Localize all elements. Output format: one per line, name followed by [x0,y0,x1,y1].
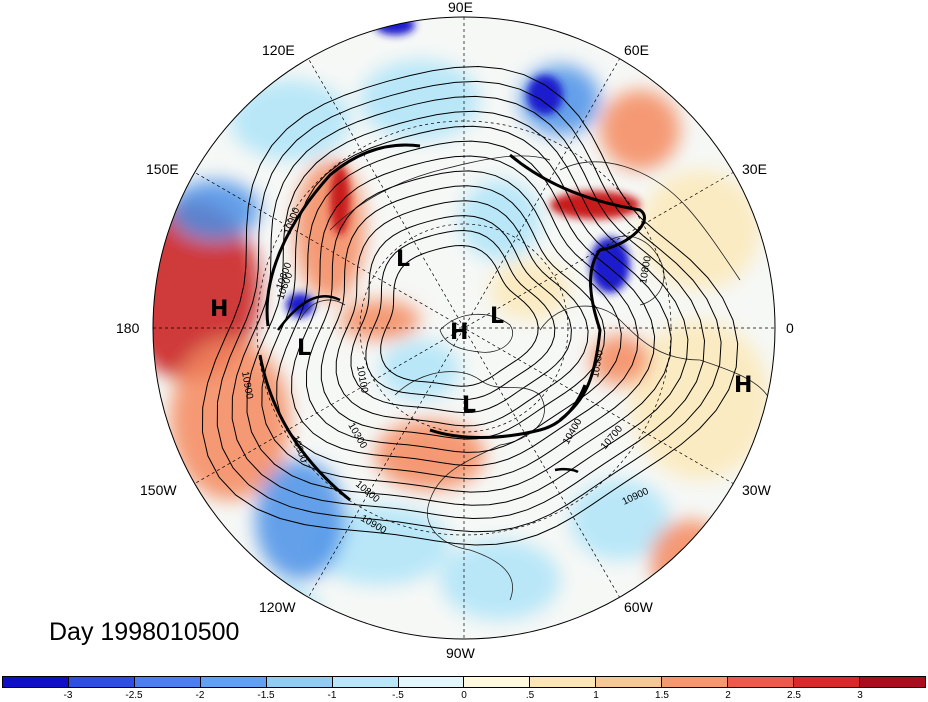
lon-label-60w: 60W [624,599,654,615]
colorbar-tick-label: 1.5 [655,690,669,701]
colorbar-segment [68,677,135,687]
contour-line [335,200,589,427]
lon-label-150e: 150E [146,161,179,177]
anomaly-region [650,520,730,600]
anomaly-region [170,180,260,240]
anomaly-region [380,340,460,400]
low-center-hudson-bay: L [462,393,476,418]
low-center-arctic: L [490,304,504,329]
anomaly-core [550,191,640,219]
colorbar-segment [3,677,69,687]
anomaly-core [330,165,350,235]
colorbar-segment [134,677,201,687]
anomaly-region [440,540,560,620]
anomaly-region [570,480,670,560]
lon-label-120e: 120E [262,42,295,58]
lon-label-0: 0 [786,320,794,336]
jet-core-west-2 [258,354,351,502]
contour-line [291,155,639,467]
colorbar-tick-label: 0 [461,690,467,701]
colorbar-tick-label: -2 [195,690,205,701]
colorbar-tick-label: .5 [525,690,535,701]
lon-label-30e: 30E [742,161,767,177]
colorbar-tick-label: 3 [857,690,863,701]
anomaly-region [590,335,650,385]
colorbar-segment [332,677,399,687]
anomaly-region [630,320,770,480]
colorbar-tick-label: -1 [327,690,337,701]
contour-line [201,65,739,546]
colorbar-tick-label: -3 [63,690,73,701]
colorbar-tick-label: 1 [593,690,599,701]
anomaly-region [640,170,760,290]
high-center-atlantic: H [734,373,752,398]
lon-label-60e: 60E [624,42,649,58]
colorbar-segment [530,677,597,687]
contour-line [320,185,606,440]
graticule [153,17,775,639]
contour-line [305,170,622,453]
anomaly-region [310,505,450,585]
pressure-centers: H L L H L L H [210,247,752,418]
contour-label: 10900 [239,371,255,401]
contour-label: 10800 [638,255,654,285]
anomaly-region [340,300,420,340]
colorbar-segment [200,677,267,687]
high-center-pacific: H [210,297,228,322]
contour-line [350,215,572,414]
colorbar-segment [728,677,795,687]
colorbar-tick-label: 2 [725,690,731,701]
high-center-pole: H [450,320,468,345]
anomaly-core [527,75,563,115]
colorbar-segment [464,677,531,687]
colorbar-segment [398,677,465,687]
colorbar-tick-label: -.5 [392,690,404,701]
longitude-labels: 90E 60E 30E 0 30W 60W 90W 120W 150W 180 … [116,0,794,661]
lon-label-150w: 150W [140,482,177,498]
colorbar-segment [662,677,729,687]
jet-core-south [429,384,587,439]
contour-line [216,80,722,533]
anomaly-region [460,180,540,260]
colorbar-segment [859,677,925,687]
lon-label-30w: 30W [742,482,772,498]
contour-line [231,95,706,520]
contour-line [380,244,539,387]
map-boundary [152,16,776,640]
low-center-alaska: L [297,336,311,361]
anomaly-region [600,90,680,170]
jet-core-west [265,143,421,327]
colorbar-tick-label: -2.5 [125,690,143,701]
colorbar-segment [596,677,663,687]
day-label: Day 1998010500 [49,618,240,646]
contour-label: 10100 [354,365,370,395]
lon-label-180: 180 [116,320,140,336]
low-center-siberia: L [396,247,410,272]
lon-label-90e: 90E [448,0,473,15]
contour-label: 10500 [590,349,606,379]
height-contours [201,65,739,546]
anomaly-region [255,460,345,580]
colorbar-segment [794,677,860,687]
colorbar-segment [266,677,333,687]
colorbar [2,676,926,688]
colorbar-tick-label: 2.5 [787,690,801,701]
lon-label-90w: 90W [446,645,476,661]
anomaly-region [170,340,290,500]
anomaly-region [360,60,480,140]
jet-core-north [509,153,646,422]
lon-label-120w: 120W [259,599,296,615]
contour-line [365,229,556,400]
colorbar-tick-label: -1.5 [257,690,275,701]
anomaly-region [230,80,350,160]
